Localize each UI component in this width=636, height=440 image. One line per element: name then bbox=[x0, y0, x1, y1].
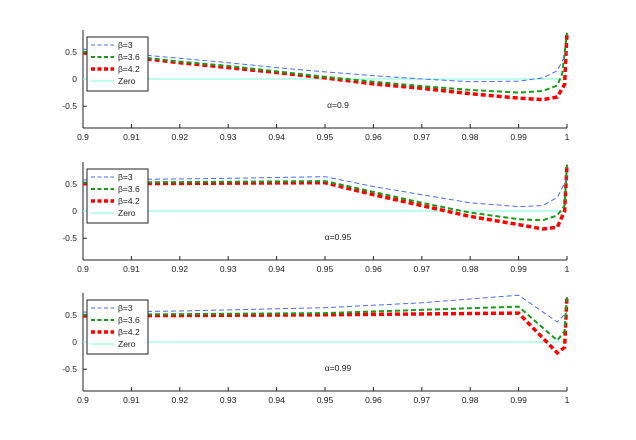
x-tick-label: 0.9 bbox=[77, 395, 89, 405]
legend-label: Zero bbox=[118, 76, 136, 86]
x-tick-label: 0.96 bbox=[365, 395, 382, 405]
x-tick-label: 0.96 bbox=[365, 264, 382, 274]
legend: β=3 β=3.6 β=4.2 Zero bbox=[86, 168, 149, 224]
x-tick-label: 0.91 bbox=[123, 132, 140, 142]
x-tick-label: 0.98 bbox=[462, 395, 479, 405]
y-tick-label: 0 bbox=[72, 206, 77, 216]
series-line-4-2 bbox=[82, 295, 569, 356]
x-tick-label: 0.93 bbox=[220, 132, 237, 142]
y-tick-label: 0 bbox=[72, 74, 77, 84]
x-tick-label: 1 bbox=[565, 132, 570, 142]
x-tick-label: 1 bbox=[565, 395, 570, 405]
legend-label: β=3.6 bbox=[118, 184, 140, 194]
legend: β=3 β=3.6 β=4.2 Zero bbox=[86, 36, 149, 92]
legend-label: β=4.2 bbox=[118, 196, 140, 206]
y-tick-label: 0.5 bbox=[65, 310, 77, 320]
subplot-2: 0.9 0.91 0.92 0.93 0.94 0.95 0.96 0.97 0.98 0.99 1… bbox=[62, 162, 570, 274]
y-tick-label: -0.5 bbox=[62, 101, 77, 111]
y-tick-label: -0.5 bbox=[62, 233, 77, 243]
x-tick-label: 0.9 bbox=[77, 264, 89, 274]
legend-label: β=4.2 bbox=[118, 327, 140, 337]
x-tick-label: 1 bbox=[565, 264, 570, 274]
x-tick-label: 0.93 bbox=[220, 395, 237, 405]
series-line-3 bbox=[82, 176, 568, 208]
x-tick-label: 0.99 bbox=[510, 264, 527, 274]
x-tick-label: 0.96 bbox=[365, 132, 382, 142]
x-tick-label: 0.91 bbox=[123, 264, 140, 274]
legend-box bbox=[86, 168, 149, 224]
x-tick-label: 0.99 bbox=[510, 395, 527, 405]
alpha-annotation: α=0.99 bbox=[325, 363, 352, 373]
x-tick-label: 0.97 bbox=[414, 395, 431, 405]
x-tick-label: 0.98 bbox=[462, 264, 479, 274]
x-tick-label: 0.97 bbox=[414, 264, 431, 274]
x-tick-label: 0.94 bbox=[268, 395, 285, 405]
x-tick-label: 0.99 bbox=[510, 132, 527, 142]
legend-label: β=3.6 bbox=[118, 52, 140, 62]
alpha-annotation: α=0.9 bbox=[327, 100, 349, 110]
series-line-3 bbox=[82, 294, 568, 323]
subplot-1: 0.9 0.91 0.92 0.93 0.94 0.95 0.96 0.97 0.98 0.99 1… bbox=[62, 30, 570, 142]
x-tick-label: 0.92 bbox=[172, 264, 189, 274]
y-tick-label: -0.5 bbox=[62, 364, 77, 374]
x-tick-label: 0.97 bbox=[414, 132, 431, 142]
series-line-3 bbox=[82, 48, 568, 83]
series-line-3-6 bbox=[82, 32, 568, 94]
legend-label: β=3 bbox=[118, 303, 133, 313]
legend-label: β=3 bbox=[118, 172, 133, 182]
legend-label: β=3 bbox=[118, 40, 133, 50]
series-line-3-6 bbox=[82, 164, 568, 222]
x-tick-label: 0.9 bbox=[77, 132, 89, 142]
x-tick-label: 0.92 bbox=[172, 132, 189, 142]
legend-box bbox=[86, 299, 149, 355]
x-tick-label: 0.95 bbox=[317, 395, 334, 405]
y-tick-label: 0 bbox=[72, 337, 77, 347]
x-tick-label: 0.91 bbox=[123, 395, 140, 405]
alpha-annotation: α=0.95 bbox=[325, 232, 352, 242]
x-tick-label: 0.95 bbox=[317, 264, 334, 274]
y-tick-label: 0.5 bbox=[65, 47, 77, 57]
series-line-3-6 bbox=[82, 295, 568, 342]
legend: β=3 β=3.6 β=4.2 Zero bbox=[86, 299, 149, 355]
series-line-4-2 bbox=[82, 164, 569, 231]
y-tick-label: 0.5 bbox=[65, 179, 77, 189]
legend-label: Zero bbox=[118, 208, 136, 218]
series-line-4-2 bbox=[82, 32, 569, 102]
legend-label: β=4.2 bbox=[118, 64, 140, 74]
subplot-3: 0.9 0.91 0.92 0.93 0.94 0.95 0.96 0.97 0.98 0.99 1… bbox=[62, 293, 570, 405]
legend-box bbox=[86, 36, 149, 92]
x-tick-label: 0.94 bbox=[268, 264, 285, 274]
x-tick-label: 0.94 bbox=[268, 132, 285, 142]
legend-label: β=3.6 bbox=[118, 315, 140, 325]
x-tick-label: 0.95 bbox=[317, 132, 334, 142]
x-tick-label: 0.93 bbox=[220, 264, 237, 274]
x-tick-label: 0.98 bbox=[462, 132, 479, 142]
legend-label: Zero bbox=[118, 339, 136, 349]
x-tick-label: 0.92 bbox=[172, 395, 189, 405]
